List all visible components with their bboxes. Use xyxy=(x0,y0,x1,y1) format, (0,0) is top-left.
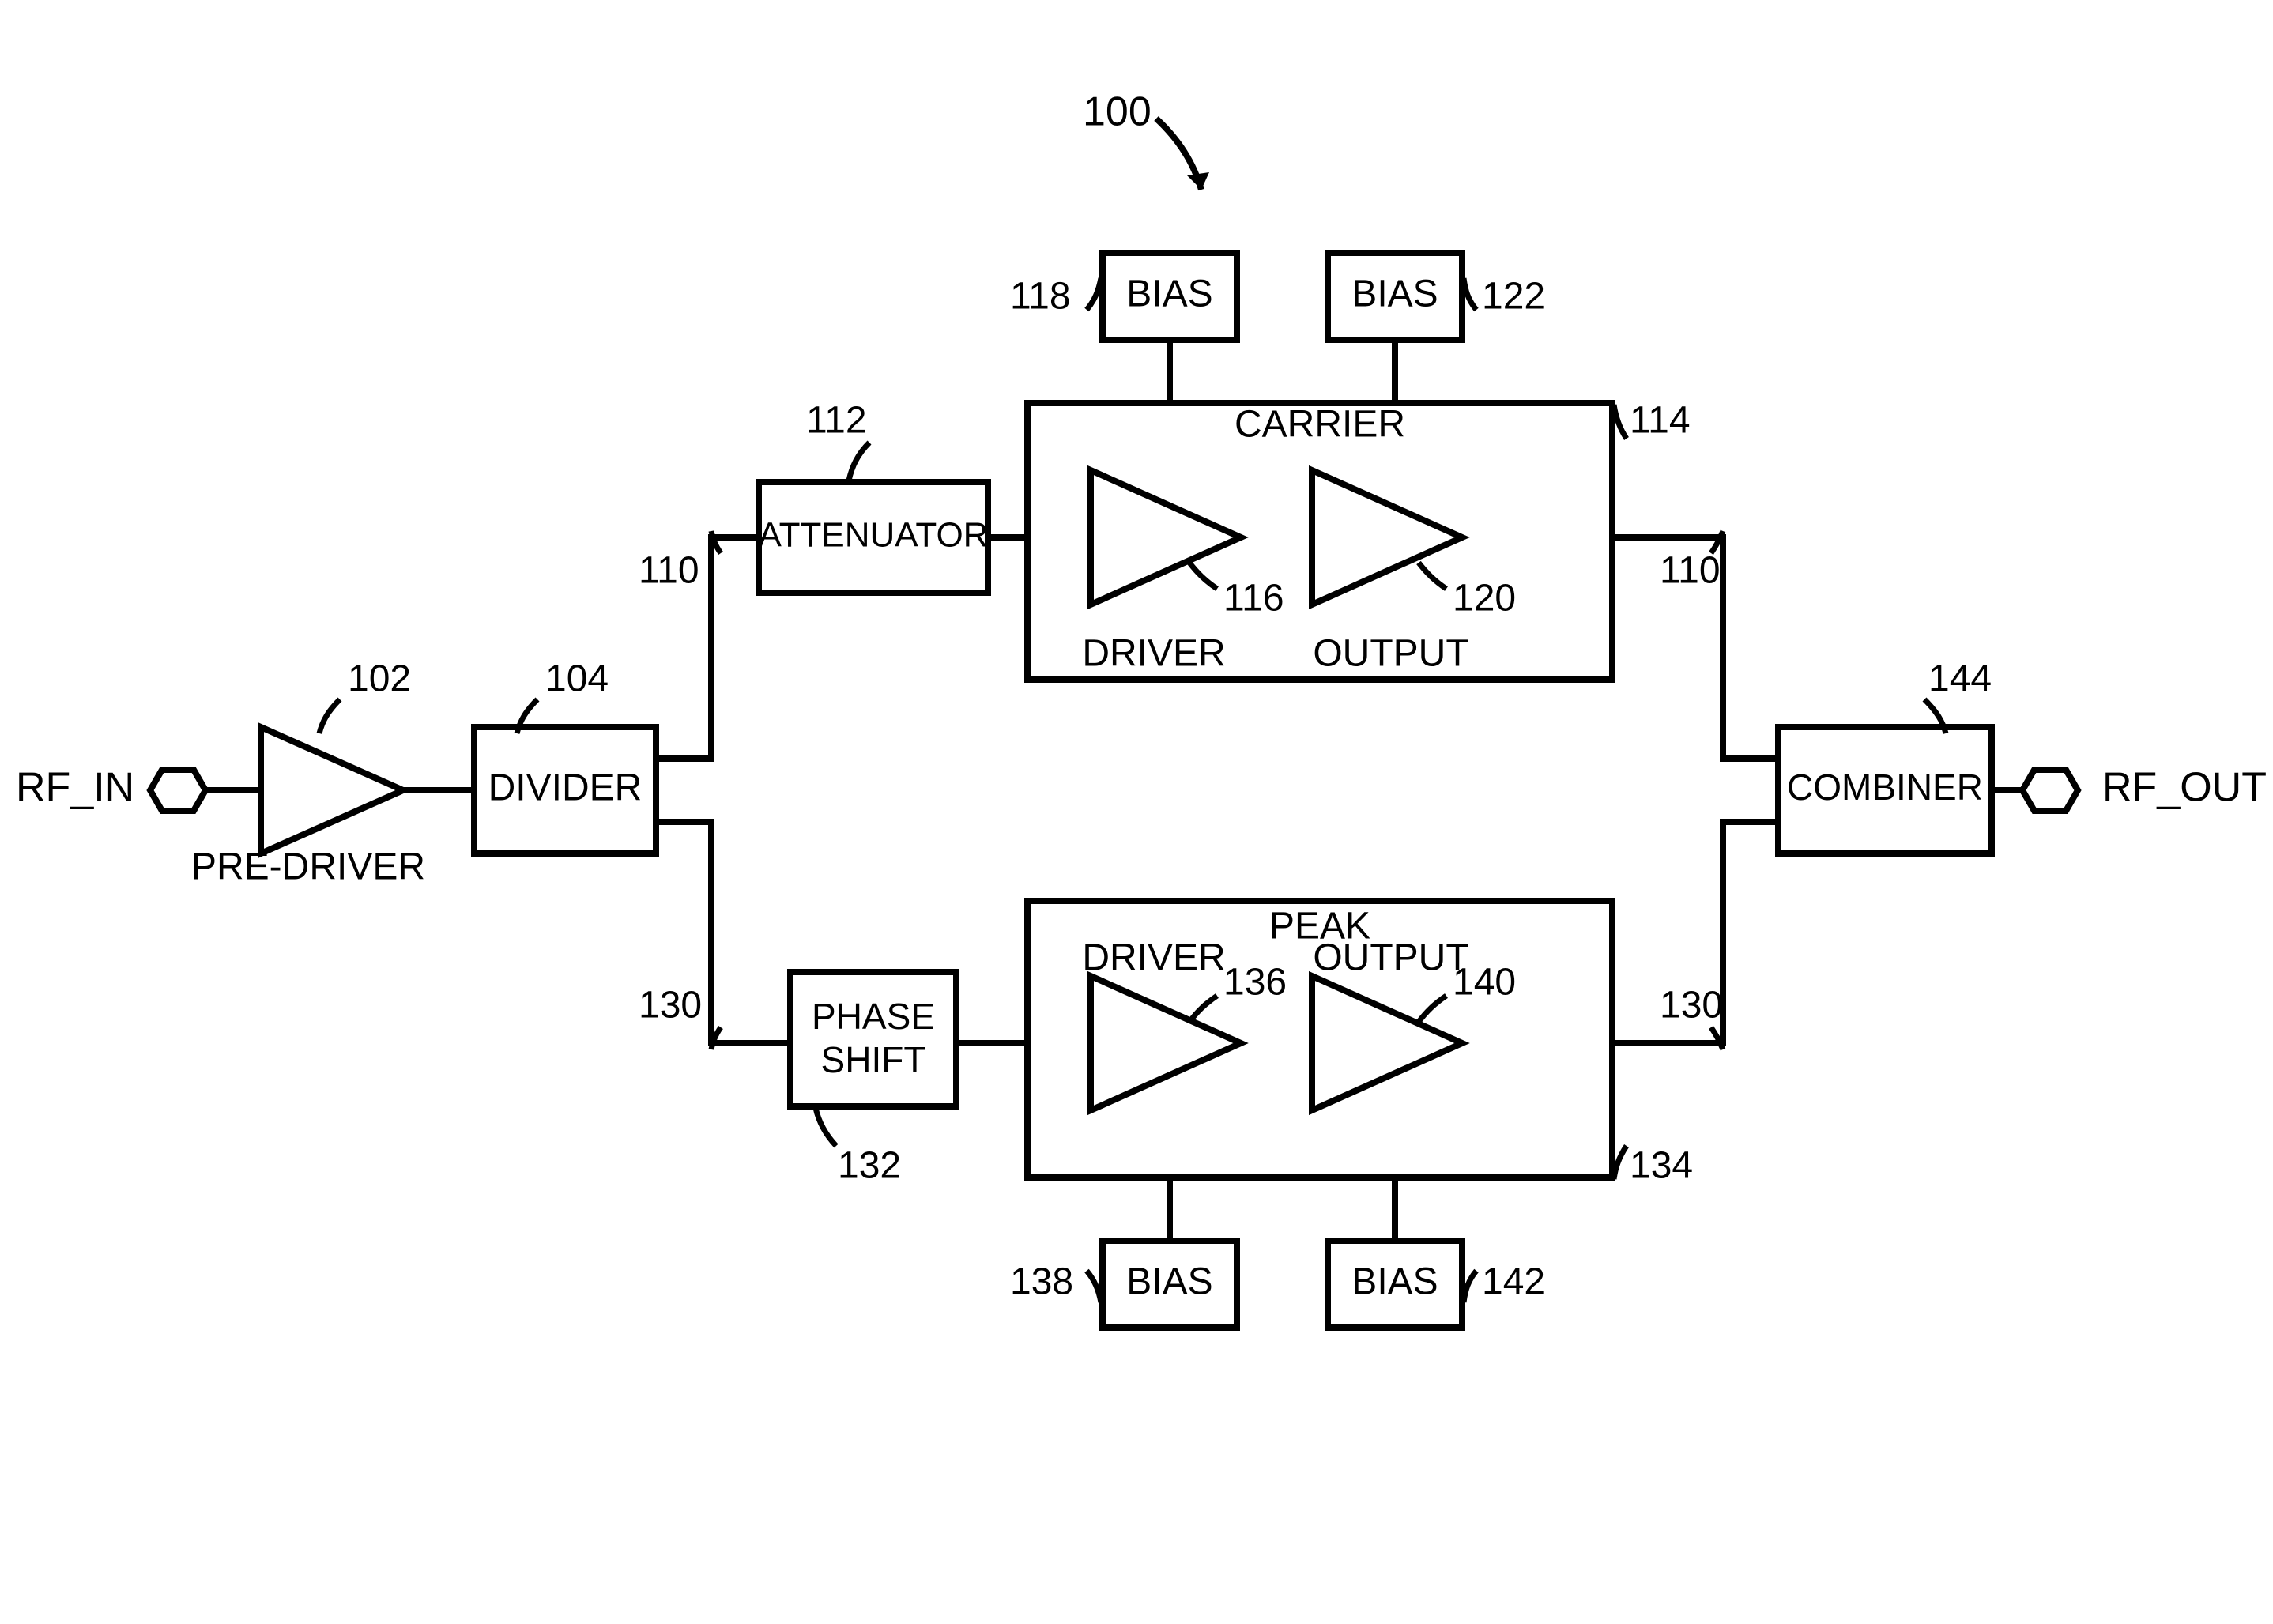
svg-text:112: 112 xyxy=(806,400,867,442)
rf-in-port: RF_IN xyxy=(16,765,205,811)
peak-bias-driver: BIAS 138 xyxy=(1010,1241,1237,1328)
svg-text:110: 110 xyxy=(1660,550,1721,592)
figure-ref-text: 100 xyxy=(1083,89,1152,135)
attenuator-ref: 112 xyxy=(806,400,869,480)
predriver-ref: 102 xyxy=(319,658,411,733)
attenuator-label: ATTENUATOR xyxy=(759,516,989,555)
svg-text:BIAS: BIAS xyxy=(1351,1261,1438,1303)
predriver-triangle-icon xyxy=(261,727,403,853)
svg-text:104: 104 xyxy=(545,658,609,700)
svg-text:122: 122 xyxy=(1482,276,1545,318)
combiner-ref: 144 xyxy=(1924,658,1992,733)
figure-ref: 100 xyxy=(1083,89,1209,190)
peak-driver-label: DRIVER xyxy=(1082,937,1225,979)
peak-bias-driver-ref: 138 xyxy=(1010,1261,1101,1303)
phase-shift-line2: SHIFT xyxy=(821,1039,926,1080)
phase-shift-ref: 132 xyxy=(816,1108,901,1187)
divider-block: DIVIDER 104 xyxy=(474,658,656,853)
rf-in-hex-icon xyxy=(150,770,205,811)
doherty-amplifier-diagram: 100 RF_IN xyxy=(0,0,2273,1624)
svg-text:118: 118 xyxy=(1010,276,1071,318)
combiner-block: COMBINER 144 xyxy=(1778,658,1992,853)
carrier-bias-driver: BIAS 118 xyxy=(1010,253,1237,340)
svg-text:142: 142 xyxy=(1482,1261,1545,1303)
svg-text:BIAS: BIAS xyxy=(1126,1261,1212,1303)
peak-bias-output-ref: 142 xyxy=(1464,1261,1545,1303)
combiner-label: COMBINER xyxy=(1787,767,1983,808)
carrier-block: CARRIER 114 DRIVER 116 OUTPUT 120 xyxy=(1027,400,1691,680)
divider-label: DIVIDER xyxy=(488,767,643,809)
svg-text:144: 144 xyxy=(1928,658,1992,700)
svg-text:134: 134 xyxy=(1630,1145,1693,1187)
svg-text:138: 138 xyxy=(1010,1261,1073,1303)
carrier-driver-label: DRIVER xyxy=(1082,633,1225,675)
divider-ref: 104 xyxy=(517,658,609,733)
svg-text:130: 130 xyxy=(1660,985,1723,1027)
svg-text:BIAS: BIAS xyxy=(1126,273,1212,315)
peak-output-label: OUTPUT xyxy=(1313,937,1468,979)
carrier-bias-driver-ref: 118 xyxy=(1010,276,1101,318)
svg-text:130: 130 xyxy=(639,985,702,1027)
svg-text:132: 132 xyxy=(838,1145,901,1187)
carrier-output-label: OUTPUT xyxy=(1313,633,1468,675)
peak-block: PEAK 134 DRIVER 136 OUTPUT 140 xyxy=(1027,901,1693,1187)
predriver: PRE-DRIVER 102 xyxy=(191,658,425,888)
rf-out-port: RF_OUT xyxy=(2022,765,2267,811)
rf-out-hex-icon xyxy=(2022,770,2078,811)
svg-text:120: 120 xyxy=(1453,578,1516,620)
svg-text:140: 140 xyxy=(1453,962,1516,1004)
carrier-title: CARRIER xyxy=(1235,404,1405,446)
carrier-bias-output: BIAS 122 xyxy=(1328,253,1545,340)
attenuator-block: ATTENUATOR 112 xyxy=(759,400,989,593)
carrier-ref: 114 xyxy=(1614,400,1691,442)
peak-ref: 134 xyxy=(1614,1145,1693,1187)
svg-text:BIAS: BIAS xyxy=(1351,273,1438,315)
path-ref-bottom-right: 130 xyxy=(1660,985,1723,1049)
svg-text:116: 116 xyxy=(1223,578,1284,620)
svg-text:102: 102 xyxy=(348,658,411,700)
phase-shift-block: PHASE SHIFT 132 xyxy=(790,972,956,1187)
carrier-bias-output-ref: 122 xyxy=(1464,276,1545,318)
svg-text:136: 136 xyxy=(1223,962,1287,1004)
phase-shift-line1: PHASE xyxy=(812,996,935,1037)
svg-text:110: 110 xyxy=(639,550,699,592)
predriver-label: PRE-DRIVER xyxy=(191,846,425,888)
peak-bias-output: BIAS 142 xyxy=(1328,1241,1545,1328)
rf-out-label: RF_OUT xyxy=(2102,765,2267,811)
svg-text:114: 114 xyxy=(1630,400,1691,442)
rf-in-label: RF_IN xyxy=(16,765,134,811)
